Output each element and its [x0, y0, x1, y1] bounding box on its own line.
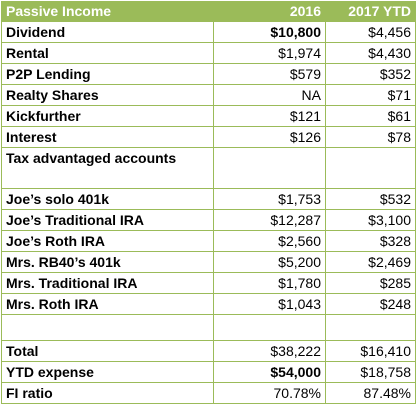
row-label: Kickfurther — [1, 105, 214, 127]
value-2017-ytd — [325, 147, 416, 189]
row-label: FI ratio — [1, 382, 214, 404]
table-row: Interest $126 $78 — [1, 126, 416, 148]
value-2016: $579 — [213, 63, 326, 85]
row-label: P2P Lending — [1, 63, 214, 85]
value-2017-ytd: $285 — [325, 272, 416, 294]
value-2017-ytd: $16,410 — [325, 340, 416, 362]
row-label: Mrs. Roth IRA — [1, 293, 214, 315]
value-2016: $5,200 — [213, 251, 326, 273]
value-2017-ytd: $2,469 — [325, 251, 416, 273]
row-label — [1, 314, 214, 341]
value-2017-ytd: $4,456 — [325, 21, 416, 43]
row-label: Joe’s solo 401k — [1, 188, 214, 210]
value-2017-ytd: $352 — [325, 63, 416, 85]
value-2016: $1,780 — [213, 272, 326, 294]
value-2016: $1,043 — [213, 293, 326, 315]
row-label: Interest — [1, 126, 214, 148]
value-2017-ytd: $18,758 — [325, 361, 416, 383]
table-row: Realty Shares NA $71 — [1, 84, 416, 106]
value-2016: $2,560 — [213, 230, 326, 252]
table-row: Mrs. RB40’s 401k $5,200 $2,469 — [1, 251, 416, 273]
value-2016: $126 — [213, 126, 326, 148]
row-label: Dividend — [1, 21, 214, 43]
value-2017-ytd: 87.48% — [325, 382, 416, 404]
value-2016: $38,222 — [213, 340, 326, 362]
table-row: Joe’s solo 401k $1,753 $532 — [1, 188, 416, 210]
table-row: P2P Lending $579 $352 — [1, 63, 416, 85]
header-label: Passive Income — [1, 1, 214, 22]
row-label: Rental — [1, 42, 214, 64]
table-row: Tax advantaged accounts — [1, 147, 416, 189]
row-label: YTD expense — [1, 361, 214, 383]
value-2016: $12,287 — [213, 209, 326, 231]
value-2017-ytd: $248 — [325, 293, 416, 315]
value-2017-ytd: $3,100 — [325, 209, 416, 231]
value-2017-ytd: $61 — [325, 105, 416, 127]
value-2017-ytd: $71 — [325, 84, 416, 106]
value-2016: $121 — [213, 105, 326, 127]
table-row: YTD expense $54,000 $18,758 — [1, 361, 416, 383]
table-row: FI ratio 70.78% 87.48% — [1, 382, 416, 404]
table-row: Mrs. Traditional IRA $1,780 $285 — [1, 272, 416, 294]
value-2016: $1,753 — [213, 188, 326, 210]
value-2017-ytd: $328 — [325, 230, 416, 252]
row-label: Joe’s Roth IRA — [1, 230, 214, 252]
value-2017-ytd: $4,430 — [325, 42, 416, 64]
table-row: Dividend $10,800 $4,456 — [1, 21, 416, 43]
table-row: Rental $1,974 $4,430 — [1, 42, 416, 64]
table-row: Joe’s Traditional IRA $12,287 $3,100 — [1, 209, 416, 231]
row-label: Total — [1, 340, 214, 362]
value-2017-ytd: $78 — [325, 126, 416, 148]
table-row: Total $38,222 $16,410 — [1, 340, 416, 362]
header-row: Passive Income 2016 2017 YTD — [1, 1, 416, 22]
row-label: Tax advantaged accounts — [1, 147, 214, 189]
value-2016: NA — [213, 84, 326, 106]
value-2016 — [213, 147, 326, 189]
header-2016: 2016 — [213, 1, 326, 22]
row-label: Mrs. Traditional IRA — [1, 272, 214, 294]
row-label: Joe’s Traditional IRA — [1, 209, 214, 231]
header-2017-ytd: 2017 YTD — [325, 1, 416, 22]
value-2017-ytd — [325, 314, 416, 341]
value-2017-ytd: $532 — [325, 188, 416, 210]
value-2016: $1,974 — [213, 42, 326, 64]
table-row — [1, 314, 416, 341]
row-label: Mrs. RB40’s 401k — [1, 251, 214, 273]
table-row: Joe’s Roth IRA $2,560 $328 — [1, 230, 416, 252]
value-2016: $54,000 — [213, 361, 326, 383]
table-row: Kickfurther $121 $61 — [1, 105, 416, 127]
table-row: Mrs. Roth IRA $1,043 $248 — [1, 293, 416, 315]
value-2016: 70.78% — [213, 382, 326, 404]
row-label: Realty Shares — [1, 84, 214, 106]
value-2016: $10,800 — [213, 21, 326, 43]
value-2016 — [213, 314, 326, 341]
